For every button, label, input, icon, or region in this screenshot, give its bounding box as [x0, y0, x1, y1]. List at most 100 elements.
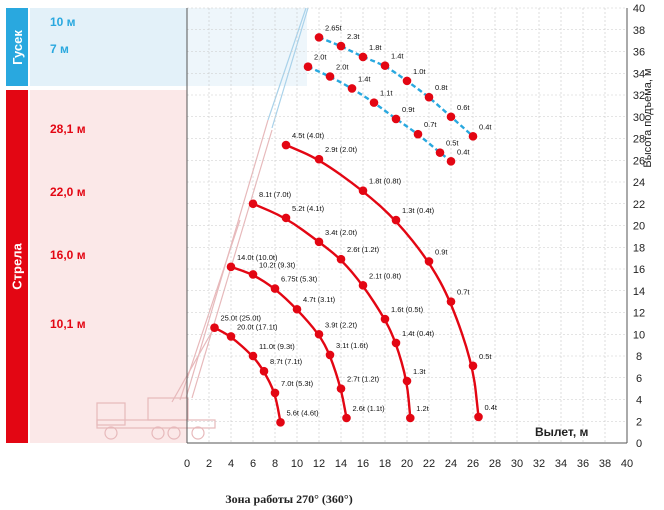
data-point [358, 52, 368, 62]
data-label: 2.7t (1.2t) [347, 375, 380, 384]
x-tick-label: 32 [533, 458, 545, 470]
x-tick-label: 36 [577, 458, 589, 470]
y-axis-label: Высота подъема, м [642, 68, 654, 167]
data-label: 7.0t (5.3t) [281, 379, 314, 388]
data-label: 11.0t (9.3t) [259, 342, 295, 351]
data-label: 0.8t [435, 83, 448, 92]
data-point [226, 332, 236, 341]
crane-wheel [191, 426, 205, 440]
jib-band-plot [187, 8, 307, 86]
data-point [248, 199, 258, 209]
y-tick-label: 30 [633, 112, 645, 124]
data-label: 8.7t (7.1t) [270, 357, 303, 366]
data-point [303, 62, 313, 72]
data-point [369, 98, 379, 107]
data-label: 1.0t [413, 67, 426, 76]
main-boom-tab-label: Стрела [9, 243, 25, 290]
y-tick-label: 38 [633, 25, 645, 37]
data-point [336, 41, 346, 51]
data-point [292, 304, 302, 314]
x-tick-label: 40 [621, 458, 633, 470]
data-point [358, 281, 368, 290]
x-axis-label: Вылет, м [535, 425, 589, 439]
data-point [314, 154, 324, 164]
data-label: 8.1t (7.0t) [259, 190, 292, 199]
data-label: 1.8t [369, 43, 382, 52]
y-tick-label: 12 [633, 308, 645, 320]
y-tick-label: 14 [633, 286, 645, 298]
y-tick-label: 34 [633, 68, 645, 80]
data-label: 3.9t (2.2t) [325, 320, 358, 329]
data-point [325, 350, 335, 360]
data-label: 0.6t [457, 103, 470, 112]
data-point [391, 338, 401, 348]
data-label: 0.4t [457, 147, 470, 156]
data-label: 1.4t (0.4t) [402, 329, 435, 338]
y-tick-label: 40 [633, 3, 645, 15]
data-label: 10.2t (9.3t) [259, 260, 296, 269]
data-label: 2.6t (1.2t) [347, 245, 380, 254]
data-point [248, 270, 258, 279]
x-tick-label: 24 [445, 458, 457, 470]
jib-length-10: 10 м [50, 15, 76, 29]
data-label: 1.3t (0.4t) [402, 206, 435, 215]
x-tick-label: 30 [511, 458, 523, 470]
x-tick-label: 20 [401, 458, 413, 470]
grid [186, 7, 628, 444]
data-point [281, 213, 291, 223]
data-point [446, 297, 456, 306]
crane-wheel [151, 426, 165, 440]
jib-band [30, 8, 187, 86]
crane-wheel [167, 426, 181, 440]
data-label: 20.0t (17.1t) [237, 322, 278, 331]
data-point [446, 157, 456, 166]
y-tick-label: 8 [636, 351, 642, 363]
y-tick-label: 18 [633, 242, 645, 254]
y-tick-label: 6 [636, 373, 642, 385]
jib-tab: Гусек [6, 8, 28, 86]
data-label: 2.1t (0.8t) [369, 271, 402, 280]
y-tick-label: 28 [633, 134, 645, 146]
data-label: 2.0t [336, 63, 349, 72]
data-label: 5.2t (4.1t) [292, 204, 325, 213]
y-tick-label: 24 [633, 177, 645, 189]
x-tick-label: 6 [250, 458, 256, 470]
data-point [413, 129, 423, 139]
data-point [435, 148, 445, 157]
data-label: 2.6t (1.1t) [353, 404, 386, 413]
y-tick-label: 2 [636, 416, 642, 428]
data-label: 4.5t (4.0t) [292, 131, 325, 140]
data-label: 2.3t [347, 32, 360, 41]
data-label: 1.2t [416, 404, 429, 413]
data-label: 2.65t [325, 23, 343, 32]
crane-illustration [96, 7, 309, 440]
y-tick-label: 32 [633, 90, 645, 102]
y-tick-label: 36 [633, 47, 645, 59]
x-tick-label: 28 [489, 458, 501, 470]
data-label: 0.5t [479, 352, 492, 361]
data-point [380, 61, 390, 70]
data-point [248, 351, 258, 361]
data-point [314, 237, 324, 247]
y-tick-label: 20 [633, 221, 645, 233]
data-point [402, 76, 412, 86]
series-line-3 [252, 202, 412, 419]
data-point [402, 376, 412, 386]
data-point [314, 329, 324, 339]
data-point [380, 314, 390, 324]
x-tick-label: 2 [206, 458, 212, 470]
x-tick-label: 38 [599, 458, 611, 470]
point-labels: 2.65t 2.3t 1.8t 1.4t 1.0t 0.8t 0.6t 0.4t 2.0t 2.0… [221, 23, 498, 417]
data-label: 1.6t (0.5t) [391, 305, 424, 314]
data-point [210, 323, 219, 333]
y-tick-label: 26 [633, 155, 645, 167]
data-label: 0.4t [479, 122, 492, 131]
data-point [270, 388, 280, 398]
data-point [281, 140, 291, 150]
boom-length-16: 16,0 м [50, 248, 86, 262]
x-tick-label: 22 [423, 458, 435, 470]
data-point [424, 257, 434, 266]
data-label: 1.4t [391, 52, 404, 61]
data-point [391, 114, 401, 124]
